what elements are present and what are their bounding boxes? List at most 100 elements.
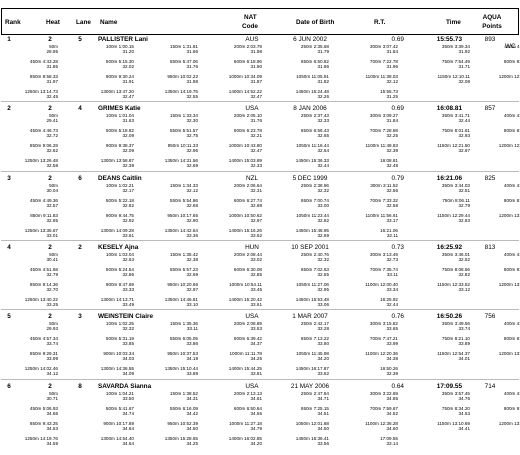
row-divider bbox=[1, 309, 519, 311]
split-cell: 150m 1:31.81 31.66 bbox=[169, 44, 198, 54]
athlete-points: 714 bbox=[484, 382, 496, 390]
split-cell: 16:25.92 32.44 bbox=[380, 296, 398, 307]
header-nat: NAT bbox=[244, 14, 257, 21]
results-header: Rank Heat Lane Name NAT Code Date of Bir… bbox=[1, 8, 519, 35]
split-cell: 850m 8:58.33 31.97 bbox=[29, 74, 58, 84]
split-cell: 1250m 14:19.76 34.59 bbox=[24, 435, 58, 446]
split-cell: 50m 28.95 bbox=[46, 44, 59, 54]
split-cell: 1050m 11:16.44 32.64 bbox=[296, 143, 329, 154]
split-cell: 200m 2:13.13 34.61 bbox=[233, 390, 262, 401]
split-cell: 400m 4:16.7932.76 bbox=[503, 182, 520, 188]
split-cell: 1100m 12:36.28 34.60 bbox=[365, 420, 398, 431]
split-cell: 800m 8:41.6633.10 bbox=[503, 266, 520, 272]
split-cell: 1050m 12:01.68 34.50 bbox=[295, 420, 329, 431]
athlete-reaction-time: 0.69 bbox=[391, 36, 404, 43]
split-cell: 250m 2:47.84 34.71 bbox=[300, 390, 329, 401]
athlete-lane: 6 bbox=[78, 174, 82, 182]
split-cell: 350m 3:57.45 34.76 bbox=[441, 390, 470, 401]
split-cell: 1100m 12:20.36 34.38 bbox=[365, 351, 398, 362]
split-cell: 450m 4:49.36 32.57 bbox=[29, 197, 58, 208]
athlete-lane: 4 bbox=[78, 105, 82, 113]
split-cell: 700m 7:47.21 33.99 bbox=[369, 336, 398, 347]
athlete-time: 17:09.55 bbox=[436, 382, 462, 390]
split-cell: 250m 2:40.76 32.32 bbox=[300, 251, 329, 262]
athlete-time: 16:50.26 bbox=[436, 313, 462, 321]
athlete-date-of-birth: 8 JAN 2006 bbox=[293, 105, 327, 113]
split-cell: 300m 3:09.27 31.84 bbox=[369, 113, 398, 124]
split-cell: 50m 30.41 bbox=[46, 251, 59, 262]
split-cell: 550m 6:16.09 34.42 bbox=[169, 405, 198, 416]
split-cell: 300m 3:07.42 31.84 bbox=[369, 44, 398, 54]
split-cell: 550m 6:05.05 33.86 bbox=[169, 336, 198, 347]
split-cell: 100m 1:00.15 31.20 bbox=[105, 44, 134, 54]
split-cell: 1450m 15:24.48 32.26 bbox=[295, 89, 329, 99]
athlete-lane: 5 bbox=[78, 36, 82, 43]
split-cell: 750m 8:08.56 32.82 bbox=[441, 266, 470, 277]
athlete-time: 16:08.81 bbox=[436, 105, 462, 113]
athlete-reaction-time: 0.64 bbox=[391, 382, 404, 390]
athlete-reaction-time: 0.69 bbox=[391, 105, 404, 113]
split-cell: 150m 1:34.33 32.12 bbox=[169, 182, 198, 193]
split-cell: 750m 8:21.10 33.89 bbox=[441, 336, 470, 347]
split-cell: 1000m 11:27.18 34.79 bbox=[229, 420, 262, 431]
athlete-name: PALLISTER Lani bbox=[98, 36, 148, 43]
split-cell: 900m 9:30.24 31.91 bbox=[105, 74, 134, 84]
athlete-rank: 3 bbox=[7, 174, 11, 182]
split-cell: 900m 9:38.37 32.09 bbox=[105, 143, 134, 154]
athlete-rank: 2 bbox=[7, 105, 11, 113]
split-cell: 1300m 14:36.55 34.09 bbox=[100, 366, 134, 377]
split-cell: 200m 2:06.64 32.31 bbox=[233, 182, 262, 193]
split-cell: 750m 8:01.61 32.93 bbox=[441, 128, 470, 139]
athlete-heat: 2 bbox=[48, 382, 52, 390]
split-cell: 700m 7:35.74 33.11 bbox=[369, 266, 398, 277]
split-cell: 1350m 14:19.75 32.55 bbox=[164, 89, 198, 99]
split-cell: 1000m 10:43.80 32.47 bbox=[228, 143, 262, 154]
split-cell: 600m 6:39.42 34.37 bbox=[233, 336, 262, 347]
split-cell: 450m 4:46.73 32.72 bbox=[29, 128, 58, 139]
split-cell: 450m 5:06.93 34.66 bbox=[29, 405, 58, 416]
split-cell: 250m 2:35.58 31.79 bbox=[300, 44, 329, 54]
split-cell: 1450m 16:17.87 33.62 bbox=[295, 366, 329, 377]
athlete-heat: 2 bbox=[48, 105, 52, 113]
split-cell: 1100m 11:48.83 32.39 bbox=[365, 143, 398, 154]
split-cell: 1350m 14:31.56 32.69 bbox=[164, 158, 198, 169]
athlete-nat-code: AUS bbox=[245, 36, 259, 43]
split-cell: 50m 30.71 bbox=[46, 390, 59, 401]
split-cell: 1100m 12:00.40 33.34 bbox=[365, 281, 398, 292]
split-cell: 150m 1:35.36 33.11 bbox=[169, 321, 198, 332]
split-cell: 1200m 12:53.9032.40 bbox=[498, 143, 520, 149]
athlete-heat: 2 bbox=[48, 174, 52, 182]
split-cell: 900m 10:03.34 34.03 bbox=[103, 351, 134, 362]
split-cell: 800m 8:38.9832.87 bbox=[503, 197, 520, 203]
split-cell: 1150m 12:54.37 34.01 bbox=[437, 351, 470, 362]
split-cell: 550m 5:47.06 31.76 bbox=[169, 59, 198, 69]
split-cell: 200m 2:08.89 33.53 bbox=[233, 321, 262, 332]
athlete-date-of-birth: 6 JUN 2002 bbox=[293, 36, 327, 43]
athlete-time: 16:21.06 bbox=[436, 174, 462, 182]
split-cell: 650m 7:02.63 32.55 bbox=[300, 266, 329, 277]
split-cell: 1000m 10:54.11 33.45 bbox=[229, 281, 262, 292]
athlete-name: DEANS Caitlin bbox=[98, 174, 142, 182]
split-cell: 150m 1:38.52 34.31 bbox=[169, 390, 198, 401]
header-lane: Lane bbox=[76, 19, 91, 26]
split-cell: 300m 3:22.69 34.85 bbox=[369, 390, 398, 401]
split-cell: 1000m 11:11.78 34.25 bbox=[229, 351, 262, 362]
split-cell: 700m 7:28.68 32.25 bbox=[369, 128, 398, 139]
split-cell: 500m 5:24.54 32.86 bbox=[105, 266, 134, 277]
split-cell: 1450m 16:36.41 33.56 bbox=[295, 435, 329, 446]
split-cell: 1400m 15:16.26 33.62 bbox=[228, 227, 262, 238]
split-cell: 1250m 13:26.48 32.58 bbox=[24, 158, 58, 169]
athlete-record-note: WC bbox=[505, 43, 516, 50]
split-cell: 1200m 13:45.1734.48 bbox=[498, 420, 520, 426]
split-cell: 950m 10:37.53 34.19 bbox=[167, 351, 198, 362]
split-cell: 300m 3:15.82 33.65 bbox=[369, 321, 398, 332]
athlete-heat: 2 bbox=[48, 313, 52, 321]
split-cell: 1200m 13:06.9733.45 bbox=[498, 281, 520, 287]
athlete-points: 893 bbox=[484, 36, 496, 43]
split-cell: 1450m 15:53.48 33.06 bbox=[295, 296, 329, 307]
split-cell: 950m 10:02.22 31.98 bbox=[167, 74, 198, 84]
